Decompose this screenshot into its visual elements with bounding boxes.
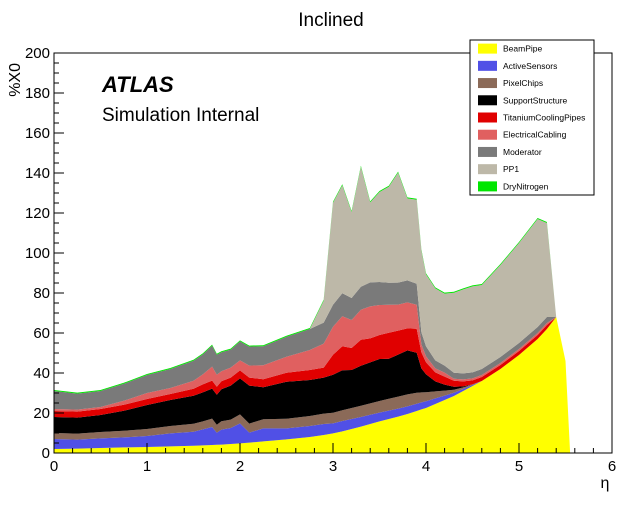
legend-swatch-pp1 (478, 164, 497, 175)
y-tick-label: 180 (25, 85, 50, 102)
legend-swatch-activesensors (478, 60, 497, 71)
y-tick-label: 80 (33, 285, 50, 302)
y-tick-label: 120 (25, 205, 50, 222)
area-layers (54, 165, 575, 454)
legend-label-drynitrogen: DryNitrogen (503, 181, 549, 191)
legend-label-supportstructure: SupportStructure (503, 95, 568, 105)
area-pixelchips (54, 317, 575, 453)
x-tick-label: 4 (422, 458, 430, 475)
y-tick-label: 20 (33, 405, 50, 422)
chart-title: Inclined (298, 10, 364, 31)
legend-swatch-titaniumcoolingpipes (478, 112, 497, 123)
y-tick-label: 60 (33, 325, 50, 342)
legend-label-activesensors: ActiveSensors (503, 61, 557, 71)
legend-swatch-supportstructure (478, 95, 497, 106)
legend-label-electricalcabling: ElectricalCabling (503, 130, 567, 140)
x-tick-label: 0 (50, 458, 58, 475)
legend-label-pp1: PP1 (503, 164, 519, 174)
y-tick-label: 200 (25, 45, 50, 62)
legend-swatch-electricalcabling (478, 129, 497, 140)
y-axis-label: %X0 (7, 63, 24, 97)
area-supportstructure (54, 317, 575, 453)
x-tick-label: 6 (608, 458, 616, 475)
legend-swatch-drynitrogen (478, 181, 497, 192)
y-tick-label: 0 (42, 445, 50, 462)
y-tick-label: 100 (25, 245, 50, 262)
x-tick-label: 5 (515, 458, 523, 475)
y-tick-label: 140 (25, 165, 50, 182)
legend-swatch-moderator (478, 146, 497, 157)
legend-label-titaniumcoolingpipes: TitaniumCoolingPipes (503, 113, 585, 123)
legend-label-pixelchips: PixelChips (503, 78, 543, 88)
legend-swatch-pixelchips (478, 78, 497, 89)
simulation-label: Simulation Internal (102, 105, 259, 126)
area-activesensors (54, 317, 575, 453)
area-beampipe (54, 317, 575, 453)
y-tick-label: 40 (33, 365, 50, 382)
legend-swatch-beampipe (478, 43, 497, 54)
x-tick-label: 1 (143, 458, 151, 475)
legend-label-beampipe: BeamPipe (503, 44, 542, 54)
area-pp1 (54, 166, 575, 454)
legend-label-moderator: Moderator (503, 147, 542, 157)
atlas-label: ATLAS (101, 72, 174, 97)
x-tick-label: 3 (329, 458, 337, 475)
y-tick-label: 160 (25, 125, 50, 142)
x-tick-label: 2 (236, 458, 244, 475)
x-axis-label: η (601, 475, 610, 492)
legend: BeamPipe ActiveSensors PixelChips SupportSt… (469, 39, 595, 196)
